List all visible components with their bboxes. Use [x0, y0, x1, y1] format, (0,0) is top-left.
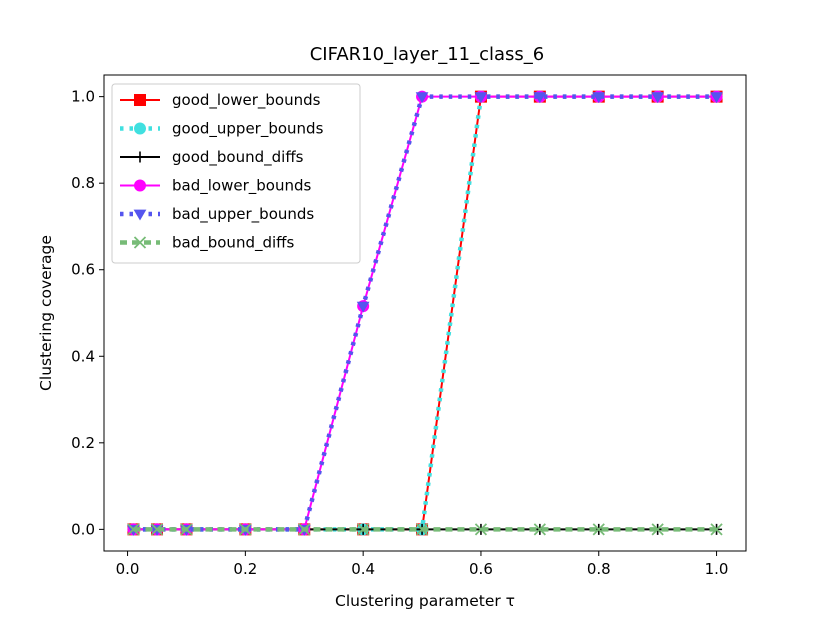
legend: good_lower_bounds good_upper_bounds good_b…	[111, 83, 361, 264]
data-point-bad_bound_diffs	[415, 523, 429, 536]
data-point-bad_upper_bounds	[474, 92, 488, 104]
x-axis-label: Clustering parameter τ	[335, 592, 515, 610]
legend-label: good_lower_bounds	[172, 91, 321, 110]
legend-entry-good_upper_bounds: good_upper_bounds	[120, 120, 324, 139]
legend-swatch-marker	[133, 236, 147, 249]
data-point-bad_bound_diffs	[357, 523, 370, 536]
y-tick-label: 0.0	[71, 520, 95, 538]
x-tick-label: 1.0	[705, 560, 729, 578]
legend-entry-bad_bound_diffs: bad_bound_diffs	[120, 234, 294, 253]
y-tick-label: 0.6	[71, 261, 95, 279]
x-tick-label: 0.6	[469, 560, 493, 578]
legend-box	[111, 83, 361, 264]
legend-entry-bad_upper_bounds: bad_upper_bounds	[120, 205, 314, 224]
legend-entry-good_lower_bounds: good_lower_bounds	[120, 91, 321, 110]
data-point-bad_bound_diffs	[150, 523, 164, 536]
x-tick-label: 0.0	[116, 560, 140, 578]
data-point-bad_bound_diffs	[298, 523, 311, 536]
data-point-bad_bound_diffs	[651, 523, 664, 536]
data-point-bad_upper_bounds	[533, 92, 547, 104]
legend-label: bad_upper_bounds	[172, 205, 314, 224]
legend-entry-good_bound_diffs: good_bound_diffs	[120, 148, 304, 167]
legend-swatch-marker	[134, 151, 146, 163]
data-point-bad_bound_diffs	[710, 523, 723, 536]
x-tick-label: 0.8	[587, 560, 611, 578]
y-tick-label: 0.4	[71, 347, 95, 365]
legend-swatch-marker	[134, 179, 146, 192]
series-layer	[127, 90, 723, 536]
legend-swatch-marker	[134, 122, 146, 135]
legend-entry-bad_lower_bounds: bad_lower_bounds	[120, 177, 311, 196]
data-point-bad_upper_bounds	[592, 92, 606, 104]
legend-label: good_upper_bounds	[172, 120, 324, 139]
data-point-bad_upper_bounds	[415, 92, 429, 104]
x-tick-label: 0.2	[233, 560, 257, 578]
data-point-bad_bound_diffs	[239, 523, 252, 536]
data-point-bad_bound_diffs	[180, 523, 193, 536]
legend-label: good_bound_diffs	[172, 148, 304, 167]
legend-swatch-marker	[133, 209, 147, 221]
chart-title: CIFAR10_layer_11_class_6	[310, 44, 545, 65]
data-point-bad_bound_diffs	[592, 523, 605, 536]
x-tick-label: 0.4	[351, 560, 375, 578]
series-bad_bound_diffs	[127, 523, 723, 536]
y-axis-label: Clustering coverage	[37, 235, 55, 391]
legend-swatch-marker	[134, 94, 146, 106]
legend-label: bad_bound_diffs	[172, 234, 294, 253]
data-point-bad_bound_diffs	[533, 523, 546, 536]
plot-frame	[103, 74, 747, 552]
legend-label: bad_lower_bounds	[172, 177, 311, 196]
data-point-bad_upper_bounds	[710, 92, 723, 104]
x-axis: 0.0 0.2 0.4 0.6 0.8 1.0	[116, 551, 729, 578]
data-point-bad_upper_bounds	[356, 301, 370, 313]
y-axis: 0.0 0.2 0.4 0.6 0.8 1.0	[71, 88, 104, 538]
data-point-bad_upper_bounds	[651, 92, 665, 104]
y-tick-label: 0.2	[71, 434, 95, 452]
y-tick-label: 1.0	[71, 88, 95, 106]
data-point-bad_bound_diffs	[474, 523, 488, 536]
y-tick-label: 0.8	[71, 174, 95, 192]
data-point-bad_bound_diffs	[127, 523, 140, 536]
